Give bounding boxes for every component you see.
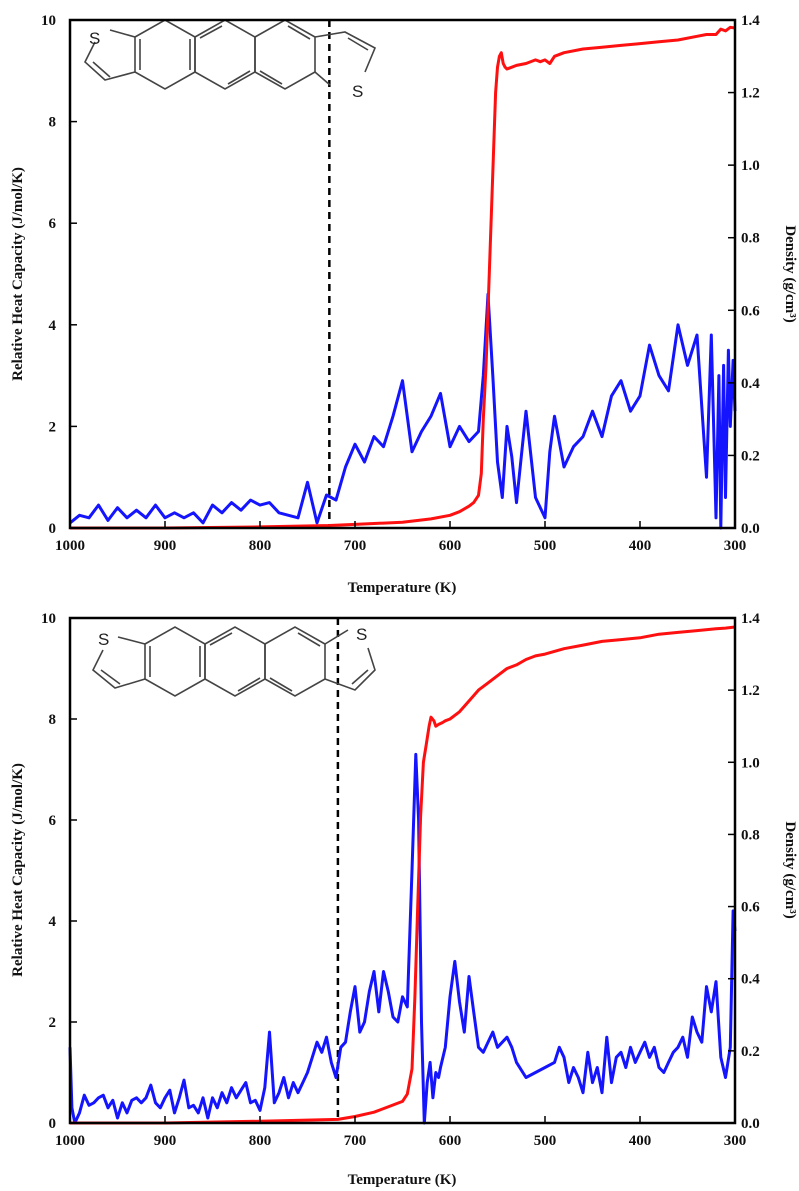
y-tick-label: 0 [49, 1116, 57, 1132]
y2-ticks-bottom: 0.0 0.2 0.4 0.6 0.8 1.0 1.2 1.4 [728, 611, 760, 1132]
chart-bottom: S S 1000 900 800 700 600 500 400 300 0 2 4 6 8 10 0.… [10, 611, 798, 1188]
y-ticks-bottom: 0 2 4 6 8 10 [41, 611, 77, 1132]
y-tick-label: 8 [49, 115, 57, 131]
molecule-bottom: S S [91, 625, 376, 697]
frame-top [68, 18, 737, 530]
x-tick-label: 600 [439, 538, 462, 554]
y2-tick-label: 0.8 [741, 827, 760, 843]
y2-tick-label: 0.4 [741, 972, 760, 988]
x-tick-label: 700 [344, 1133, 367, 1149]
y2-tick-label: 0.0 [741, 1116, 760, 1132]
y2-tick-label: 1.4 [741, 611, 760, 627]
molecule-top-s-label: S [352, 82, 363, 101]
series-heat-capacity-top [69, 292, 737, 530]
x-tick-label: 300 [724, 1133, 747, 1149]
x-tick-label: 1000 [55, 538, 85, 554]
frame-bottom [68, 616, 737, 1125]
molecule-bottom-s-label: S [356, 625, 367, 644]
series-density-bottom [70, 625, 736, 1125]
molecule-top: S S [84, 19, 377, 101]
x-tick-label: 900 [154, 1133, 177, 1149]
y-tick-label: 4 [49, 318, 57, 334]
y-tick-label: 0 [49, 521, 57, 537]
y-ticks-top: 0 2 4 6 8 10 [41, 13, 77, 537]
y2-tick-label: 1.2 [741, 683, 760, 699]
x-tick-label: 800 [249, 538, 272, 554]
x-axis-title-bottom: Temperature (K) [348, 1172, 457, 1188]
series-heat-capacity-bottom [68, 752, 737, 1125]
y2-tick-label: 0.0 [741, 521, 760, 537]
y2-tick-label: 0.8 [741, 231, 760, 247]
x-tick-label: 500 [534, 538, 557, 554]
x-tick-label: 900 [154, 538, 177, 554]
y2-tick-label: 0.6 [741, 900, 760, 916]
y-tick-label: 10 [41, 611, 56, 627]
y-tick-label: 2 [49, 1015, 57, 1031]
y-tick-label: 2 [49, 419, 57, 435]
series-density-top [70, 25, 736, 530]
y2-tick-label: 0.4 [741, 376, 760, 392]
molecule-bottom-s-label: S [98, 630, 109, 649]
x-ticks-top: 1000 900 800 700 600 500 400 300 [55, 521, 746, 554]
y-tick-label: 8 [49, 712, 57, 728]
y2-tick-label: 0.6 [741, 303, 760, 319]
y2-tick-label: 1.2 [741, 86, 760, 102]
x-tick-label: 400 [629, 538, 652, 554]
y2-axis-title-top: Density (g/cm³) [782, 225, 798, 322]
x-ticks-bottom: 1000 900 800 700 600 500 400 300 [55, 1116, 746, 1149]
x-tick-label: 300 [724, 538, 747, 554]
y2-tick-label: 1.0 [741, 755, 760, 771]
y-tick-label: 4 [49, 914, 57, 930]
y2-tick-label: 0.2 [741, 1044, 760, 1060]
x-tick-label: 600 [439, 1133, 462, 1149]
x-tick-label: 500 [534, 1133, 557, 1149]
x-tick-label: 800 [249, 1133, 272, 1149]
chart-top: S S 1000 900 800 700 600 500 400 300 0 2 4 6 8 10 0.… [10, 13, 798, 596]
y2-tick-label: 1.0 [741, 158, 760, 174]
y2-tick-label: 0.2 [741, 448, 760, 464]
x-tick-label: 700 [344, 538, 367, 554]
y-axis-title-top: Relative Heat Capacity (J/mol/K) [10, 167, 26, 381]
y2-ticks-top: 0.0 0.2 0.4 0.6 0.8 1.0 1.2 1.4 [728, 13, 760, 537]
x-tick-label: 1000 [55, 1133, 85, 1149]
y2-axis-title-bottom: Density (g/cm³) [782, 821, 798, 918]
x-tick-label: 400 [629, 1133, 652, 1149]
y-axis-title-bottom: Relative Heat Capacity (J/mol/K) [10, 763, 26, 977]
y2-tick-label: 1.4 [741, 13, 760, 29]
molecule-top-s-label: S [89, 29, 100, 48]
x-axis-title-top: Temperature (K) [348, 580, 457, 596]
plot-area-top [69, 20, 737, 530]
plot-area-bottom [68, 618, 737, 1125]
y-tick-label: 6 [49, 216, 57, 232]
y-tick-label: 6 [49, 813, 57, 829]
y-tick-label: 10 [41, 13, 56, 29]
